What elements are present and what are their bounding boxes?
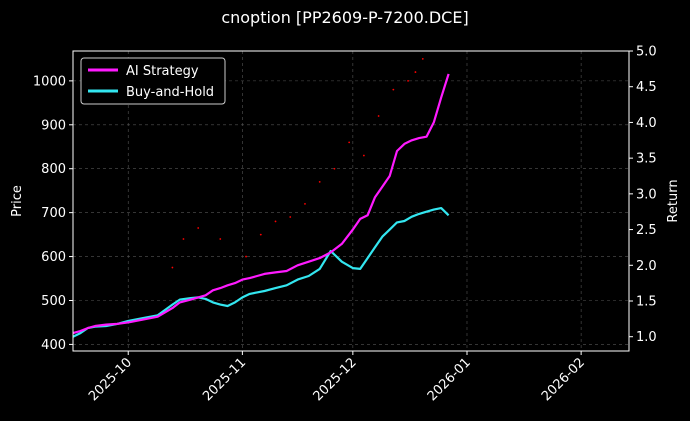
price-dot — [259, 233, 262, 236]
price-dot — [392, 88, 395, 91]
legend-label-ai-strategy: AI Strategy — [126, 64, 199, 79]
price-dot — [407, 79, 409, 82]
legend-label-buy-and-hold: Buy-and-Hold — [126, 85, 214, 100]
buy-and-hold-line — [72, 207, 450, 338]
price-dot — [421, 58, 424, 60]
y-right-tick-label: 2.5 — [636, 223, 657, 238]
price-dot — [182, 238, 185, 240]
y-left-tick-label: 800 — [41, 162, 66, 177]
y-right-tick-label: 1.5 — [636, 295, 657, 310]
y-axis-right: 1.0 1.5 2.0 2.5 3.0 3.5 4.0 4.5 5.0 — [629, 45, 657, 345]
price-dot — [414, 71, 417, 73]
y-left-tick-label: 700 — [41, 206, 66, 221]
y-left-tick-label: 500 — [41, 294, 66, 309]
chart-title: cnoption [PP2609-P-7200.DCE] — [221, 8, 468, 27]
price-dot — [362, 154, 365, 157]
price-dot — [219, 238, 222, 240]
y-axis-right-label: Return — [666, 179, 681, 222]
y-left-tick-label: 600 — [41, 250, 66, 265]
y-left-tick-label: 900 — [41, 118, 66, 133]
y-left-tick-label: 1000 — [33, 74, 66, 89]
y-left-tick-label: 400 — [41, 338, 66, 353]
y-right-tick-label: 4.5 — [636, 80, 657, 95]
series-layer — [72, 58, 450, 338]
price-dot — [318, 180, 321, 183]
price-dot — [245, 255, 247, 258]
price-dot — [289, 216, 292, 218]
price-dot — [348, 141, 351, 144]
plot-frame — [72, 50, 630, 352]
y-right-tick-label: 4.0 — [636, 116, 657, 131]
price-dot — [274, 220, 277, 223]
y-right-tick-label: 1.0 — [636, 330, 657, 345]
price-dot — [304, 202, 306, 205]
legend: AI Strategy Buy-and-Hold — [80, 57, 226, 105]
y-right-tick-label: 3.5 — [636, 152, 657, 167]
y-right-tick-label: 2.0 — [636, 259, 657, 274]
y-axis-left-label: Price — [10, 185, 25, 217]
y-right-tick-label: 5.0 — [636, 45, 657, 60]
ai-strategy-line — [72, 73, 450, 335]
price-dot — [333, 167, 336, 170]
price-dot — [171, 266, 174, 269]
y-right-tick-label: 3.0 — [636, 187, 657, 202]
price-dot — [377, 115, 380, 117]
price-dot — [197, 227, 200, 229]
y-axis-left: 400 500 600 700 800 900 1000 — [33, 74, 73, 353]
